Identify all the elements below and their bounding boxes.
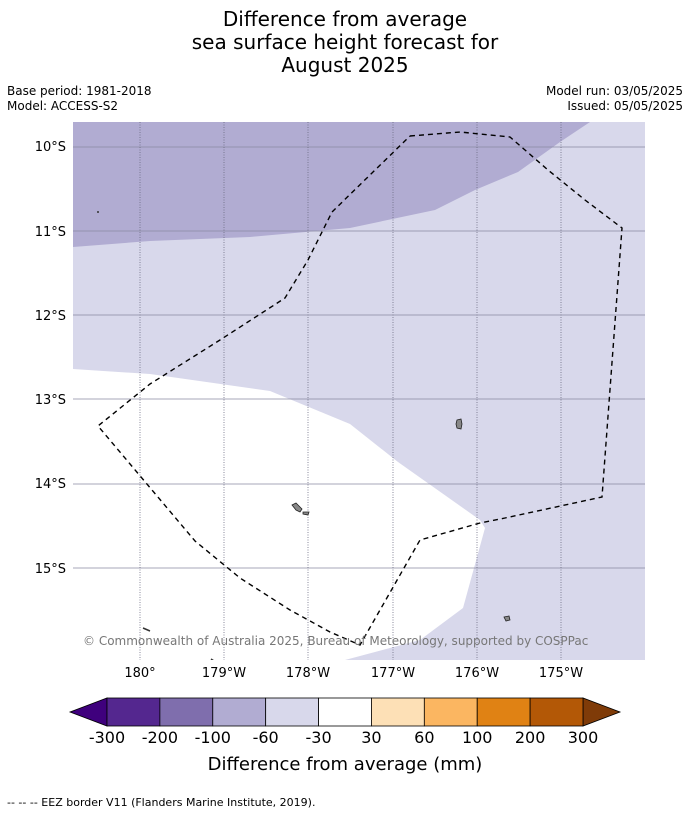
colorbar-tick-label: 30	[361, 728, 381, 747]
island-southwest	[142, 627, 151, 632]
map-area: © Commonwealth of Australia 2025, Bureau…	[73, 122, 645, 660]
colorbar-tick-label: -100	[195, 728, 231, 747]
colorbar-box	[371, 697, 425, 727]
island-niuafoou	[455, 418, 463, 430]
chart-title: Difference from average sea surface heig…	[0, 8, 690, 77]
title-line-2: sea surface height forecast for	[191, 30, 499, 54]
title-line-3: August 2025	[281, 53, 409, 77]
colorbar-label: Difference from average (mm)	[208, 754, 483, 775]
meta-left: Base period: 1981-2018 Model: ACCESS-S2	[7, 84, 152, 114]
lat-label-11s: 11°S	[35, 225, 66, 240]
colorbar-box	[159, 697, 214, 727]
lon-label-175w: 175°W	[539, 666, 583, 681]
colorbar-tick-label: 200	[515, 728, 546, 747]
colorbar-tick-label: 60	[414, 728, 434, 747]
graticule	[73, 122, 645, 660]
colorbar-tick-label: -60	[253, 728, 279, 747]
colorbar-box	[529, 697, 584, 727]
island-wallis	[291, 502, 303, 513]
eez-footnote: -- -- -- EEZ border V11 (Flanders Marine…	[7, 796, 316, 809]
lat-label-12s: 12°S	[35, 309, 66, 324]
colorbar-arrow-high	[582, 697, 622, 727]
model-run: Model run: 03/05/2025	[545, 84, 683, 98]
colorbar-box	[476, 697, 531, 727]
copyright-text: © Commonwealth of Australia 2025, Bureau…	[83, 634, 588, 648]
island-wallis-islet	[302, 511, 310, 516]
lat-label-13s: 13°S	[35, 393, 66, 408]
island-south	[210, 658, 214, 660]
lon-label-176w: 176°W	[455, 666, 499, 681]
eez-border	[97, 131, 623, 646]
colorbar: -300 -200 -100 -60 -30 30 60 100 200 300 Differen…	[68, 697, 622, 775]
lon-label-178w: 178°W	[286, 666, 330, 681]
region-minus30-30	[73, 369, 485, 660]
lon-label-179w: 179°W	[202, 666, 246, 681]
issued-date: Issued: 05/05/2025	[567, 99, 683, 113]
colorbar-tick-label: -300	[89, 728, 125, 747]
meta-right: Model run: 03/05/2025 Issued: 05/05/2025	[546, 84, 683, 114]
region-minus100-minus60	[73, 122, 590, 247]
title-line-1: Difference from average	[222, 7, 468, 31]
colorbar-box	[212, 697, 267, 727]
model-name: Model: ACCESS-S2	[7, 99, 119, 113]
lat-label-14s: 14°S	[35, 477, 66, 492]
colorbar-box	[423, 697, 478, 727]
colorbar-tick-label: 300	[568, 728, 599, 747]
colorbar-tick-label: 100	[462, 728, 493, 747]
colorbar-box	[106, 697, 161, 727]
colorbar-box	[318, 697, 372, 727]
island-dot	[97, 211, 99, 213]
lon-label-177w: 177°W	[371, 666, 415, 681]
base-period: Base period: 1981-2018	[7, 84, 152, 98]
lat-label-10s: 10°S	[35, 140, 66, 155]
island-futuna-east	[503, 615, 511, 622]
lat-label-15s: 15°S	[35, 562, 66, 577]
lon-label-180: 180°	[124, 666, 155, 681]
colorbar-tick-label: -30	[305, 728, 331, 747]
colorbar-box	[265, 697, 319, 727]
colorbar-tick-label: -200	[142, 728, 178, 747]
colorbar-arrow-low	[68, 697, 108, 727]
